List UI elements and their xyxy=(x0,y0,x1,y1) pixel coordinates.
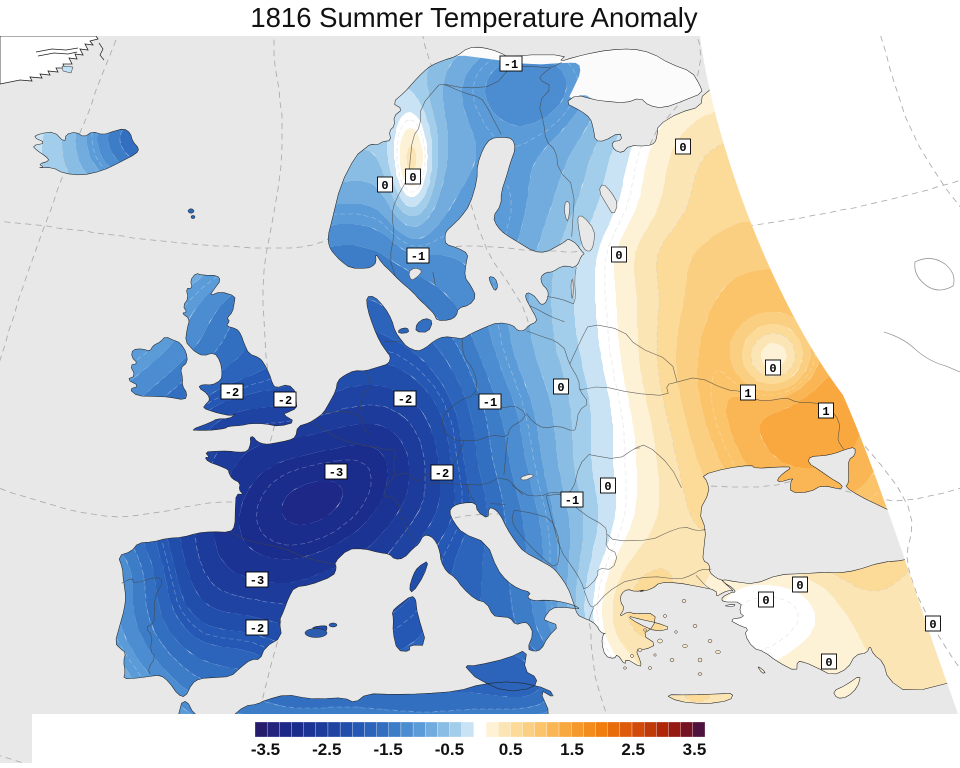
svg-text:0: 0 xyxy=(762,594,769,608)
svg-text:1816 Summer Temperature Anomal: 1816 Summer Temperature Anomaly xyxy=(250,2,698,33)
svg-text:1: 1 xyxy=(822,405,829,419)
svg-text:-2: -2 xyxy=(435,467,449,481)
svg-text:-3: -3 xyxy=(250,574,264,588)
svg-text:1.5: 1.5 xyxy=(560,740,584,759)
svg-text:-1: -1 xyxy=(483,396,497,410)
svg-text:-2: -2 xyxy=(278,394,292,408)
svg-text:-1: -1 xyxy=(411,250,425,264)
svg-text:-2: -2 xyxy=(250,622,264,636)
svg-text:-1: -1 xyxy=(504,58,518,72)
svg-text:0: 0 xyxy=(381,179,388,193)
svg-text:0: 0 xyxy=(929,618,936,632)
svg-text:0: 0 xyxy=(796,579,803,593)
svg-text:0: 0 xyxy=(615,249,622,263)
svg-text:0.5: 0.5 xyxy=(499,740,523,759)
svg-text:0: 0 xyxy=(825,656,832,670)
svg-text:-3: -3 xyxy=(329,466,343,480)
svg-text:0: 0 xyxy=(604,480,611,494)
svg-text:-1.5: -1.5 xyxy=(373,740,402,759)
svg-text:-2: -2 xyxy=(398,393,412,407)
svg-text:-2: -2 xyxy=(225,386,239,400)
svg-text:0: 0 xyxy=(557,381,564,395)
svg-text:-3.5: -3.5 xyxy=(251,740,280,759)
svg-text:-2.5: -2.5 xyxy=(312,740,341,759)
svg-text:3.5: 3.5 xyxy=(683,740,707,759)
svg-text:-1: -1 xyxy=(565,494,579,508)
svg-text:-0.5: -0.5 xyxy=(435,740,464,759)
svg-text:1: 1 xyxy=(744,387,751,401)
svg-text:0: 0 xyxy=(409,171,416,185)
svg-text:0: 0 xyxy=(769,362,776,376)
svg-text:0: 0 xyxy=(679,141,686,155)
svg-text:2.5: 2.5 xyxy=(621,740,645,759)
